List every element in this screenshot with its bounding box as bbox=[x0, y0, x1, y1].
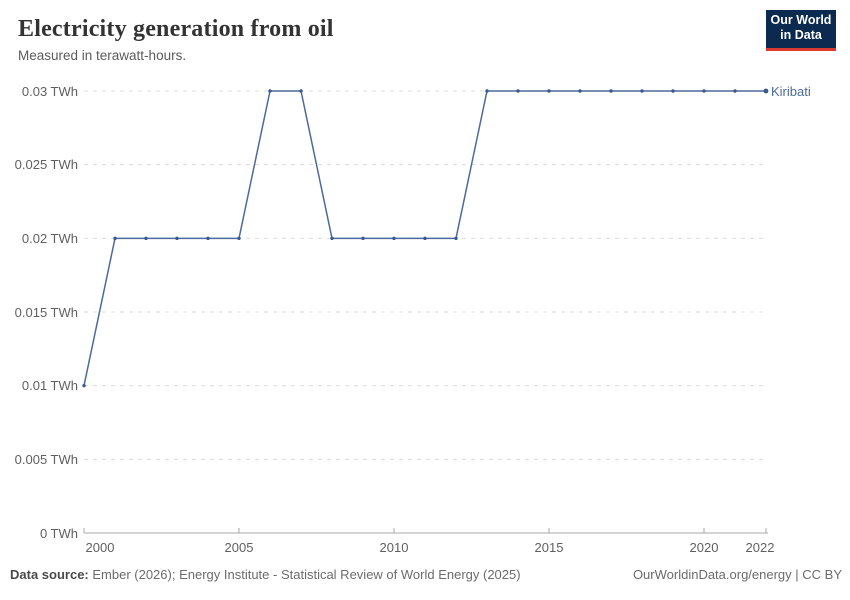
series-label-kiribati[interactable]: Kiribati bbox=[771, 84, 811, 99]
data-point bbox=[609, 89, 613, 93]
data-point bbox=[454, 236, 458, 241]
y-axis-tick-label: 0.025 TWh bbox=[14, 157, 78, 173]
y-axis-tick-label: 0.02 TWh bbox=[21, 230, 78, 246]
data-point bbox=[671, 89, 675, 93]
x-axis-tick-label: 2010 bbox=[379, 540, 409, 555]
data-point bbox=[361, 236, 365, 241]
data-point bbox=[268, 89, 272, 93]
attribution-link[interactable]: OurWorldinData.org/energy | CC BY bbox=[632, 567, 842, 582]
chart-subtitle: Measured in terawatt-hours. bbox=[18, 48, 187, 63]
data-point bbox=[578, 89, 582, 93]
data-point bbox=[237, 236, 241, 241]
data-point bbox=[392, 236, 396, 241]
data-point bbox=[113, 236, 117, 241]
data-point bbox=[733, 89, 737, 93]
y-axis-tick-label: 0.01 TWh bbox=[21, 378, 78, 394]
x-axis-tick-label: 2022 bbox=[745, 540, 775, 555]
data-point bbox=[485, 89, 489, 93]
data-source-note[interactable]: Data source: Ember (2026); Energy Instit… bbox=[10, 567, 521, 582]
x-axis-tick-label: 2005 bbox=[224, 540, 254, 555]
data-point bbox=[299, 89, 303, 93]
x-axis-tick-label: 2015 bbox=[534, 540, 564, 555]
y-axis-tick-label: 0.015 TWh bbox=[14, 304, 78, 320]
x-axis-tick-label: 2000 bbox=[85, 540, 115, 555]
data-point bbox=[144, 236, 148, 241]
data-point bbox=[702, 89, 706, 93]
data-point bbox=[423, 236, 427, 241]
data-point bbox=[175, 236, 179, 241]
data-source-text: Ember (2026); Energy Institute - Statist… bbox=[88, 567, 521, 582]
y-axis-tick-label: 0.03 TWh bbox=[21, 83, 78, 99]
data-point bbox=[330, 236, 334, 241]
y-axis-tick-label: 0 TWh bbox=[39, 525, 78, 541]
data-point bbox=[547, 89, 551, 93]
owid-logo-line1: Our World bbox=[770, 13, 832, 27]
data-point bbox=[516, 89, 520, 93]
owid-logo-line2: in Data bbox=[780, 28, 822, 42]
chart-title: Electricity generation from oil bbox=[18, 16, 334, 42]
data-point bbox=[82, 383, 86, 388]
data-point bbox=[640, 89, 644, 93]
x-axis-tick-label: 2020 bbox=[689, 540, 719, 555]
y-axis-tick-label: 0.005 TWh bbox=[14, 451, 78, 467]
data-point bbox=[206, 236, 210, 241]
data-source-label: Data source: bbox=[10, 567, 89, 582]
data-point bbox=[763, 88, 769, 94]
owid-logo[interactable]: Our World in Data bbox=[766, 10, 836, 51]
